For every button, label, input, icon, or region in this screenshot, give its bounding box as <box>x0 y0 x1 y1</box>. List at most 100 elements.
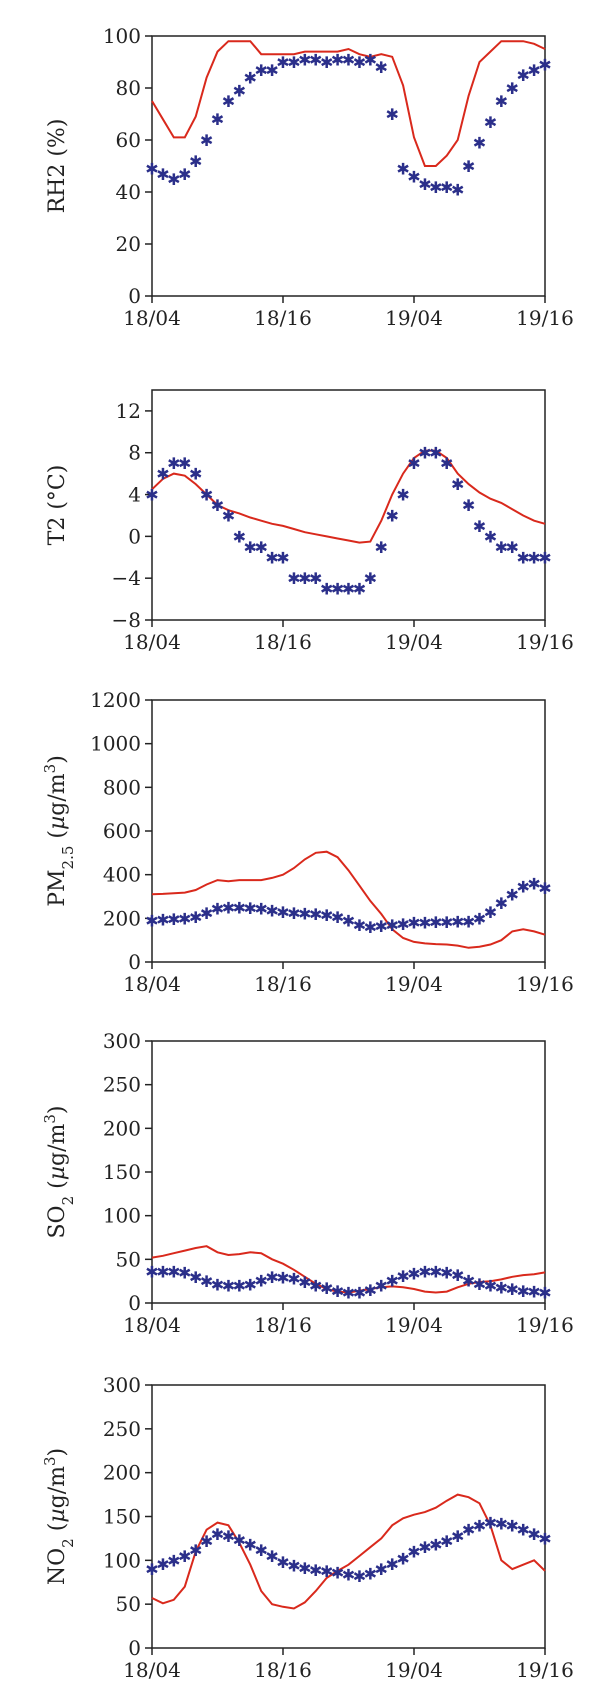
observation-point: ✱ <box>353 53 366 72</box>
y-axis-label: PM2.5 (µg/m3) <box>41 755 77 907</box>
observation-point: ✱ <box>495 1278 508 1297</box>
observation-point: ✱ <box>473 1275 486 1294</box>
observation-point: ✱ <box>484 113 497 132</box>
observation-point: ✱ <box>429 913 442 932</box>
observation-point: ✱ <box>233 527 246 546</box>
observation-point: ✱ <box>473 909 486 928</box>
observation-point: ✱ <box>200 131 213 150</box>
observation-point: ✱ <box>156 1263 169 1282</box>
observation-point: ✱ <box>178 909 191 928</box>
y-tick-label: 1200 <box>90 688 141 712</box>
y-tick-label: 0 <box>128 1636 141 1660</box>
observation-point: ✱ <box>506 538 519 557</box>
observation-point: ✱ <box>495 92 508 111</box>
observation-point: ✱ <box>331 1282 344 1301</box>
y-axis-label: RH2 (%) <box>45 119 70 214</box>
observation-point: ✱ <box>429 178 442 197</box>
y-tick-label: 50 <box>116 1592 141 1616</box>
y-tick-label: 50 <box>116 1247 141 1271</box>
observation-point: ✱ <box>473 517 486 536</box>
observation-point: ✱ <box>244 899 257 918</box>
y-tick-label: 0 <box>128 1291 141 1315</box>
observation-point: ✱ <box>407 1543 420 1562</box>
observation-point: ✱ <box>451 913 464 932</box>
y-tick-label: 0 <box>128 284 141 308</box>
observation-point: ✱ <box>342 1284 355 1303</box>
x-tick-label: 18/16 <box>254 1658 312 1682</box>
observation-point: ✱ <box>385 1271 398 1290</box>
observation-point: ✱ <box>353 916 366 935</box>
y-tick-label: 150 <box>103 1505 141 1529</box>
y-tick-label: 0 <box>128 524 141 548</box>
x-tick-label: 19/16 <box>516 1313 574 1337</box>
observation-point: ✱ <box>516 1521 529 1540</box>
observation-point: ✱ <box>462 157 475 176</box>
observation-point: ✱ <box>233 898 246 917</box>
observation-point: ✱ <box>440 913 453 932</box>
observation-point: ✱ <box>429 1536 442 1555</box>
observation-point: ✱ <box>276 903 289 922</box>
x-tick-label: 19/04 <box>385 306 443 330</box>
observation-point: ✱ <box>364 918 377 937</box>
y-tick-label: 400 <box>103 863 141 887</box>
y-tick-label: 200 <box>103 1116 141 1140</box>
chart-panel-3: 0 200 400 600 800 1000 1200 18/04 18/16 19/04 19/1… <box>41 688 574 996</box>
y-tick-label: 80 <box>116 76 141 100</box>
observation-point: ✱ <box>287 53 300 72</box>
observation-point: ✱ <box>320 1562 333 1581</box>
observation-point: ✱ <box>244 1536 257 1555</box>
y-tick-label: 60 <box>116 128 141 152</box>
observation-point: ✱ <box>385 105 398 124</box>
observation-point: ✱ <box>342 580 355 599</box>
observation-point: ✱ <box>527 874 540 893</box>
observation-point: ✱ <box>200 1272 213 1291</box>
observation-point: ✱ <box>222 898 235 917</box>
observation-point: ✱ <box>167 454 180 473</box>
observation-point: ✱ <box>364 569 377 588</box>
x-tick-label: 19/16 <box>516 972 574 996</box>
observation-point: ✱ <box>145 1263 158 1282</box>
x-tick-label: 18/04 <box>123 1658 181 1682</box>
y-tick-label: 8 <box>128 441 141 465</box>
observation-point: ✱ <box>375 1560 388 1579</box>
observation-point: ✱ <box>244 1276 257 1295</box>
observation-point: ✱ <box>418 1263 431 1282</box>
observation-point: ✱ <box>222 92 235 111</box>
observation-point: ✱ <box>396 1550 409 1569</box>
observation-point: ✱ <box>506 79 519 98</box>
observation-point: ✱ <box>429 1263 442 1282</box>
observation-point: ✱ <box>156 1555 169 1574</box>
observation-point: ✱ <box>418 913 431 932</box>
plot-frame <box>151 35 546 297</box>
observation-point: ✱ <box>451 180 464 199</box>
observation-point: ✱ <box>265 1547 278 1566</box>
x-tick-label: 18/04 <box>123 630 181 654</box>
y-tick-label: 100 <box>103 1548 141 1572</box>
observation-point: ✱ <box>211 900 224 919</box>
observation-point: ✱ <box>200 486 213 505</box>
observation-point: ✱ <box>178 454 191 473</box>
observation-point: ✱ <box>178 1263 191 1282</box>
y-tick-label: −4 <box>112 566 141 590</box>
x-tick-label: 19/04 <box>385 630 443 654</box>
observation-point: ✱ <box>385 506 398 525</box>
observation-point: ✱ <box>451 1527 464 1546</box>
observation-point: ✱ <box>375 1277 388 1296</box>
observation-point: ✱ <box>353 580 366 599</box>
x-tick-label: 19/16 <box>516 306 574 330</box>
observation-point: ✱ <box>254 538 267 557</box>
observation-point: ✱ <box>298 50 311 69</box>
observation-point: ✱ <box>538 1529 551 1548</box>
y-tick-label: 12 <box>116 399 141 423</box>
observation-point: ✱ <box>342 50 355 69</box>
observation-point: ✱ <box>462 1521 475 1540</box>
x-tick-label: 18/04 <box>123 1313 181 1337</box>
observation-point: ✱ <box>429 444 442 463</box>
observation-point: ✱ <box>331 1564 344 1583</box>
observation-point: ✱ <box>418 444 431 463</box>
observation-point: ✱ <box>145 486 158 505</box>
observation-point: ✱ <box>254 1271 267 1290</box>
observation-point: ✱ <box>495 894 508 913</box>
y-tick-label: 300 <box>103 1029 141 1053</box>
